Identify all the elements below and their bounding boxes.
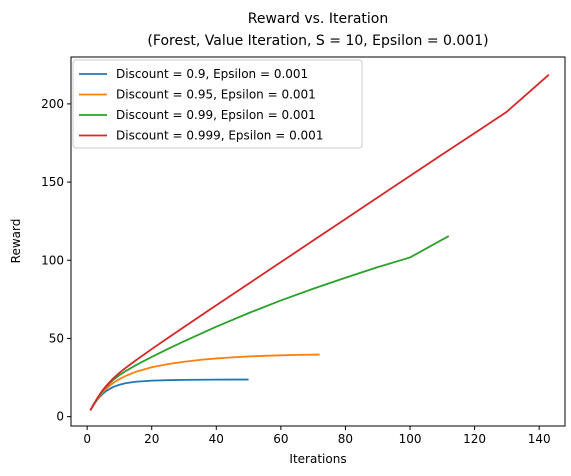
legend-label-3: Discount = 0.99, Epsilon = 0.001 [116,108,316,122]
x-tick-label: 20 [144,432,159,446]
y-tick-label: 150 [41,175,64,189]
series-layer [89,73,550,411]
x-tick-label: 100 [399,432,422,446]
y-tick-label: 50 [49,331,64,345]
x-tick-label: 140 [528,432,551,446]
y-tick-label: 0 [56,410,64,424]
x-tick-label: 0 [83,432,91,446]
x-tick-label: 80 [338,432,353,446]
chart-title: Reward vs. Iteration [248,11,388,27]
plot-frame [70,56,566,427]
series-line-1 [89,378,249,411]
legend-label-2: Discount = 0.95, Epsilon = 0.001 [116,88,316,102]
x-tick-label: 60 [273,432,288,446]
legend-label-1: Discount = 0.9, Epsilon = 0.001 [116,67,308,81]
y-tick-label: 200 [41,97,64,111]
x-axis-label: Iterations [289,452,346,466]
series-line-3 [89,235,450,411]
legend-label-4: Discount = 0.999, Epsilon = 0.001 [116,129,323,143]
x-tick-label: 40 [209,432,224,446]
legend-box [72,59,363,149]
legend: Discount = 0.9, Epsilon = 0.001 Discount … [72,59,363,149]
x-tick-label: 120 [463,432,486,446]
chart-subtitle: (Forest, Value Iteration, S = 10, Epsilo… [147,33,488,49]
y-axis-label: Reward [9,219,23,264]
series-line-2 [89,353,320,411]
x-axis-ticks: 0 20 40 60 80 100 120 140 [83,426,551,446]
y-axis-ticks: 0 50 100 150 200 [41,97,71,424]
series-line-4 [89,73,550,411]
y-tick-label: 100 [41,253,64,267]
